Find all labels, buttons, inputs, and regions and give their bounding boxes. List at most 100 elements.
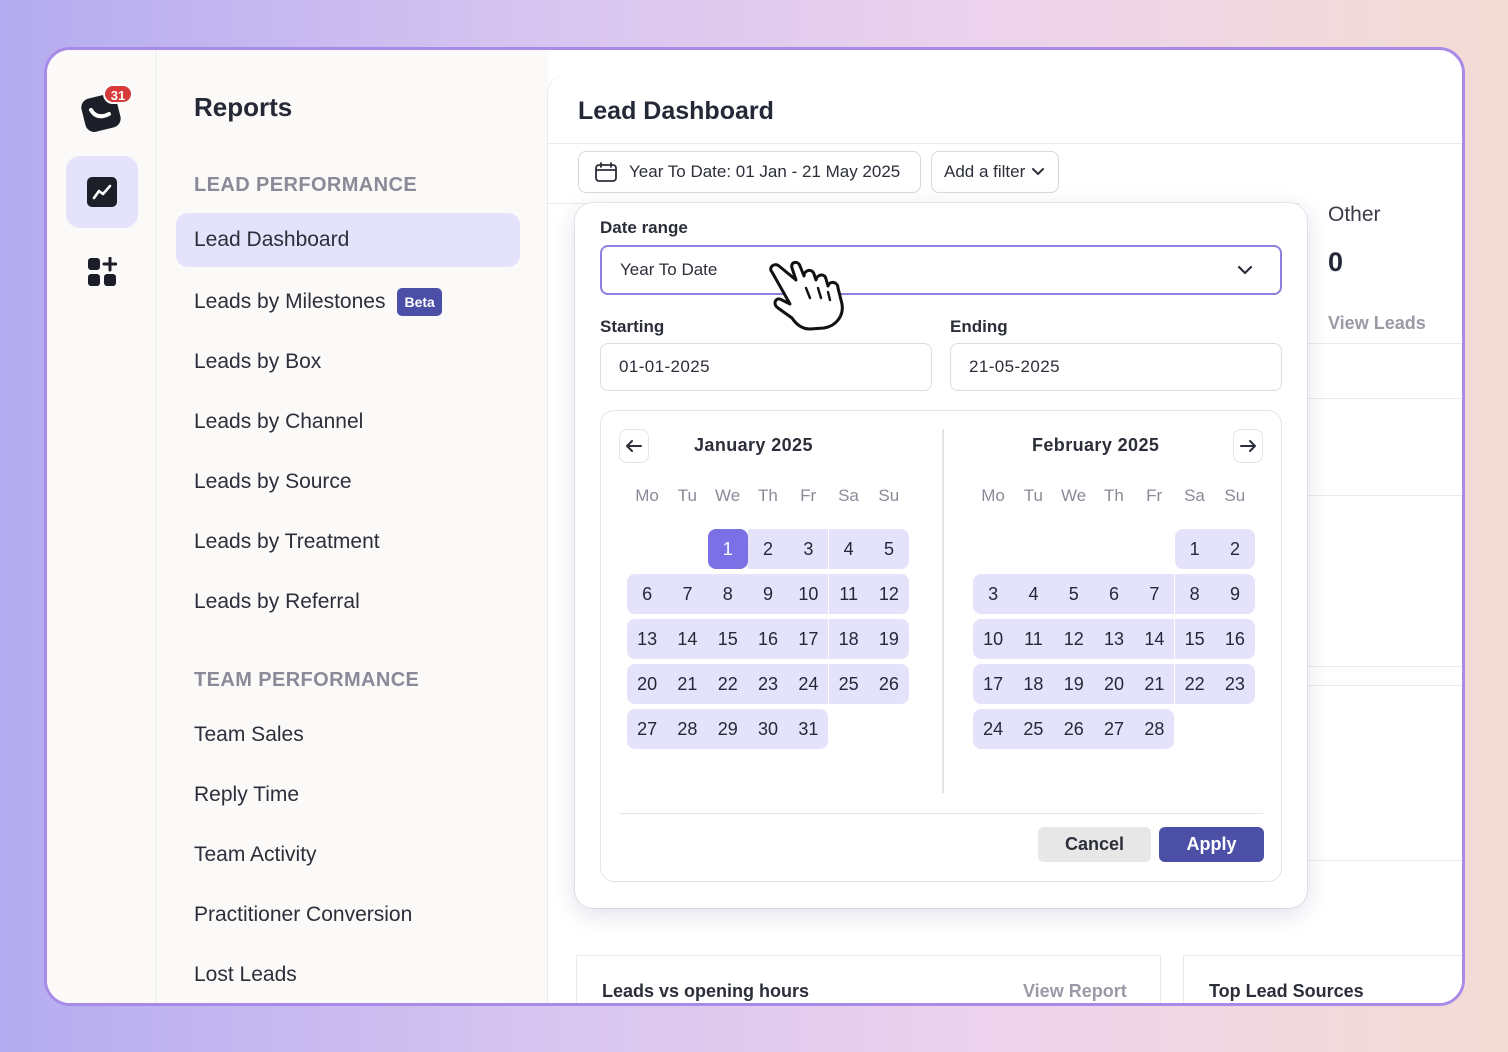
calendar-day[interactable]: 2 (747, 529, 789, 569)
date-range-select[interactable]: Year To Date (600, 245, 1282, 295)
calendar-day[interactable]: 23 (1214, 664, 1256, 704)
calendar-day[interactable]: 5 (1053, 574, 1094, 614)
sidebar-item-reply-time[interactable]: Reply Time (176, 768, 520, 822)
calendar-day[interactable]: 28 (1134, 709, 1175, 749)
calendar-day[interactable]: 9 (1214, 574, 1256, 614)
calendar-day[interactable]: 14 (1134, 619, 1175, 659)
sidebar-item-lead-dashboard[interactable]: Lead Dashboard (176, 213, 520, 267)
add-filter-button[interactable]: Add a filter (931, 151, 1059, 193)
calendar-day[interactable]: 20 (1093, 664, 1135, 704)
calendar-day[interactable]: 2 (1214, 529, 1256, 569)
calendar-day[interactable]: 13 (627, 619, 668, 659)
calendar-day[interactable]: 4 (828, 529, 869, 569)
calendar-day[interactable]: 4 (1013, 574, 1054, 614)
calendar-day[interactable]: 6 (1093, 574, 1135, 614)
calendar-day[interactable]: 13 (1093, 619, 1135, 659)
calendar-day[interactable]: 24 (788, 664, 829, 704)
calendar-day[interactable]: 17 (973, 664, 1014, 704)
next-month-button[interactable] (1233, 429, 1263, 463)
calendar-day[interactable]: 17 (788, 619, 829, 659)
sidebar-item-leads-by-referral[interactable]: Leads by Referral (176, 575, 520, 629)
sidebar-item-label: Leads by Milestones (194, 290, 386, 313)
previous-month-button[interactable] (619, 429, 649, 463)
calendar-day[interactable]: 5 (868, 529, 910, 569)
sidebar-item-team-sales[interactable]: Team Sales (176, 708, 520, 762)
reports-nav-button[interactable] (66, 156, 138, 228)
calendar-day[interactable]: 21 (1134, 664, 1175, 704)
calendar-day[interactable]: 24 (973, 709, 1014, 749)
calendar-day[interactable]: 15 (1174, 619, 1215, 659)
calendar-day[interactable]: 3 (788, 529, 829, 569)
calendar-day[interactable]: 18 (1013, 664, 1054, 704)
weekday-label: Sa (1184, 486, 1205, 505)
cancel-button[interactable]: Cancel (1038, 827, 1151, 862)
calendar-day[interactable]: 1 (1174, 529, 1215, 569)
background-card (1288, 495, 1462, 667)
calendar-day[interactable]: 19 (868, 619, 910, 659)
calendar-day[interactable]: 31 (788, 709, 829, 749)
sidebar-item-label: Leads by Referral (194, 590, 360, 613)
calendar-day[interactable]: 7 (1134, 574, 1175, 614)
background-card (1288, 685, 1462, 861)
sidebar-item-leads-by-treatment[interactable]: Leads by Treatment (176, 515, 520, 569)
header-divider (548, 143, 1462, 144)
starting-date-input[interactable]: 01-01-2025 (600, 343, 932, 391)
calendar-day[interactable]: 26 (1053, 709, 1094, 749)
sidebar-title: Reports (194, 92, 293, 122)
calendar-day[interactable]: 11 (828, 574, 869, 614)
calendar-day[interactable]: 27 (627, 709, 668, 749)
sidebar-item-practitioner-conversion[interactable]: Practitioner Conversion (176, 888, 520, 942)
calendar-day[interactable]: 6 (627, 574, 668, 614)
calendar-day[interactable]: 7 (667, 574, 708, 614)
calendar-day[interactable]: 19 (1053, 664, 1094, 704)
calendar-day[interactable]: 20 (627, 664, 668, 704)
sidebar-item-leads-by-milestones[interactable]: Leads by Milestones Beta (176, 275, 520, 329)
sidebar-item-label: Leads by Channel (194, 410, 364, 433)
calendar-day[interactable]: 22 (1174, 664, 1215, 704)
calendar-day[interactable]: 29 (707, 709, 748, 749)
sidebar-item-lost-leads[interactable]: Lost Leads (176, 948, 520, 1002)
icon-rail: 31 (47, 50, 157, 1003)
calendar-day[interactable]: 28 (667, 709, 708, 749)
calendar-day[interactable]: 1 (707, 529, 748, 569)
calendar-day[interactable]: 8 (707, 574, 748, 614)
starting-label: Starting (600, 317, 665, 336)
starting-date-value: 01-01-2025 (619, 357, 710, 376)
apps-nav-button[interactable] (66, 236, 138, 308)
calendar-day[interactable]: 10 (973, 619, 1014, 659)
sidebar-item-team-activity[interactable]: Team Activity (176, 828, 520, 882)
calendar-day[interactable]: 11 (1013, 619, 1054, 659)
view-report-link[interactable]: View Report (1023, 981, 1127, 1001)
calendar-day[interactable]: 12 (1053, 619, 1094, 659)
add-filter-label: Add a filter (944, 162, 1026, 181)
calendar-day[interactable]: 30 (747, 709, 789, 749)
calendar-day[interactable]: 16 (1214, 619, 1256, 659)
calendar-day[interactable]: 27 (1093, 709, 1135, 749)
reports-sidebar: Reports LEAD PERFORMANCE Lead Dashboard … (158, 50, 548, 1003)
calendar-day[interactable]: 22 (707, 664, 748, 704)
date-range-chip[interactable]: Year To Date: 01 Jan - 21 May 2025 (578, 151, 921, 193)
calendar-day[interactable]: 23 (747, 664, 789, 704)
other-stat-card (1298, 203, 1462, 399)
calendar-day[interactable]: 15 (707, 619, 748, 659)
calendar-day[interactable]: 25 (1013, 709, 1054, 749)
sidebar-item-leads-by-channel[interactable]: Leads by Channel (176, 395, 520, 449)
calendar-day[interactable]: 8 (1174, 574, 1215, 614)
calendar-day[interactable]: 10 (788, 574, 829, 614)
calendar-day[interactable]: 12 (868, 574, 910, 614)
calendar-day[interactable]: 26 (868, 664, 910, 704)
calendar-day[interactable]: 21 (667, 664, 708, 704)
beta-badge: Beta (397, 288, 442, 316)
ending-date-input[interactable]: 21-05-2025 (950, 343, 1282, 391)
calendar-day[interactable]: 14 (667, 619, 708, 659)
calendar-day[interactable]: 16 (747, 619, 789, 659)
calendar-day[interactable]: 3 (973, 574, 1014, 614)
calendar-day[interactable]: 18 (828, 619, 869, 659)
apply-button[interactable]: Apply (1159, 827, 1264, 862)
sidebar-item-leads-by-source[interactable]: Leads by Source (176, 455, 520, 509)
section-heading-team-performance: TEAM PERFORMANCE (194, 669, 420, 691)
calendar-day[interactable]: 25 (828, 664, 869, 704)
sidebar-item-leads-by-box[interactable]: Leads by Box (176, 335, 520, 389)
view-leads-link[interactable]: View Leads (1328, 313, 1426, 333)
calendar-day[interactable]: 9 (747, 574, 789, 614)
